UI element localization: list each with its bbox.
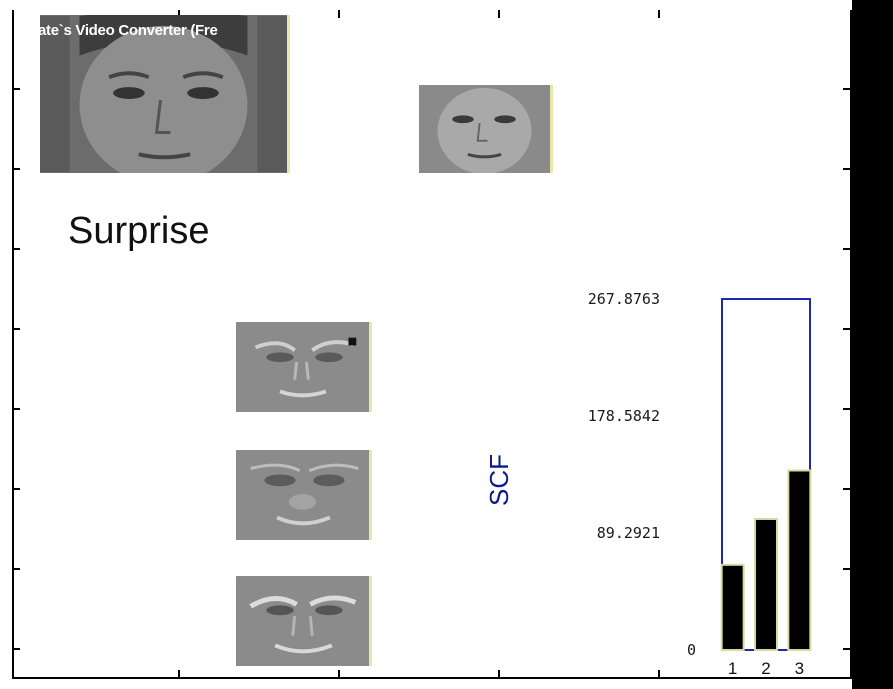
top-tick-mark [658, 10, 660, 18]
right-tick-mark [843, 88, 851, 90]
emotion-label: Surprise [68, 210, 210, 252]
bottom-tick-mark [338, 670, 340, 678]
left-tick-mark [12, 568, 20, 570]
top-tick-mark [498, 10, 500, 18]
eigenface-image-1 [236, 322, 372, 412]
left-tick-mark [12, 328, 20, 330]
left-tick-mark [12, 88, 20, 90]
bottom-tick-mark [178, 670, 180, 678]
left-tick-mark [12, 648, 20, 650]
right-tick-mark [843, 488, 851, 490]
left-tick-mark [12, 488, 20, 490]
input-face-image [40, 15, 290, 173]
left-tick-mark [12, 408, 20, 410]
eigenface-drawing-3 [236, 576, 369, 666]
eigenface-drawing-2 [236, 450, 369, 540]
right-tick-mark [843, 408, 851, 410]
eigenface-image-3 [236, 576, 372, 666]
top-tick-mark [338, 10, 340, 18]
bottom-tick-mark [498, 670, 500, 678]
eigenface-drawing-1 [236, 322, 369, 412]
face-drawing [40, 15, 287, 173]
right-tick-mark [843, 168, 851, 170]
bottom-tick-mark [658, 670, 660, 678]
right-tick-mark [843, 648, 851, 650]
left-tick-mark [12, 168, 20, 170]
top-tick-mark [178, 10, 180, 18]
right-tick-mark [843, 248, 851, 250]
window-caption: ate`s Video Converter (Fre [38, 22, 218, 39]
window-edge-strip [852, 0, 893, 689]
eigenface-image-2 [236, 450, 372, 540]
right-tick-mark [843, 568, 851, 570]
right-tick-mark [843, 328, 851, 330]
cropped-face-drawing [419, 85, 550, 173]
figure-frame [12, 10, 852, 679]
left-tick-mark [12, 248, 20, 250]
cropped-face-image [419, 85, 553, 173]
